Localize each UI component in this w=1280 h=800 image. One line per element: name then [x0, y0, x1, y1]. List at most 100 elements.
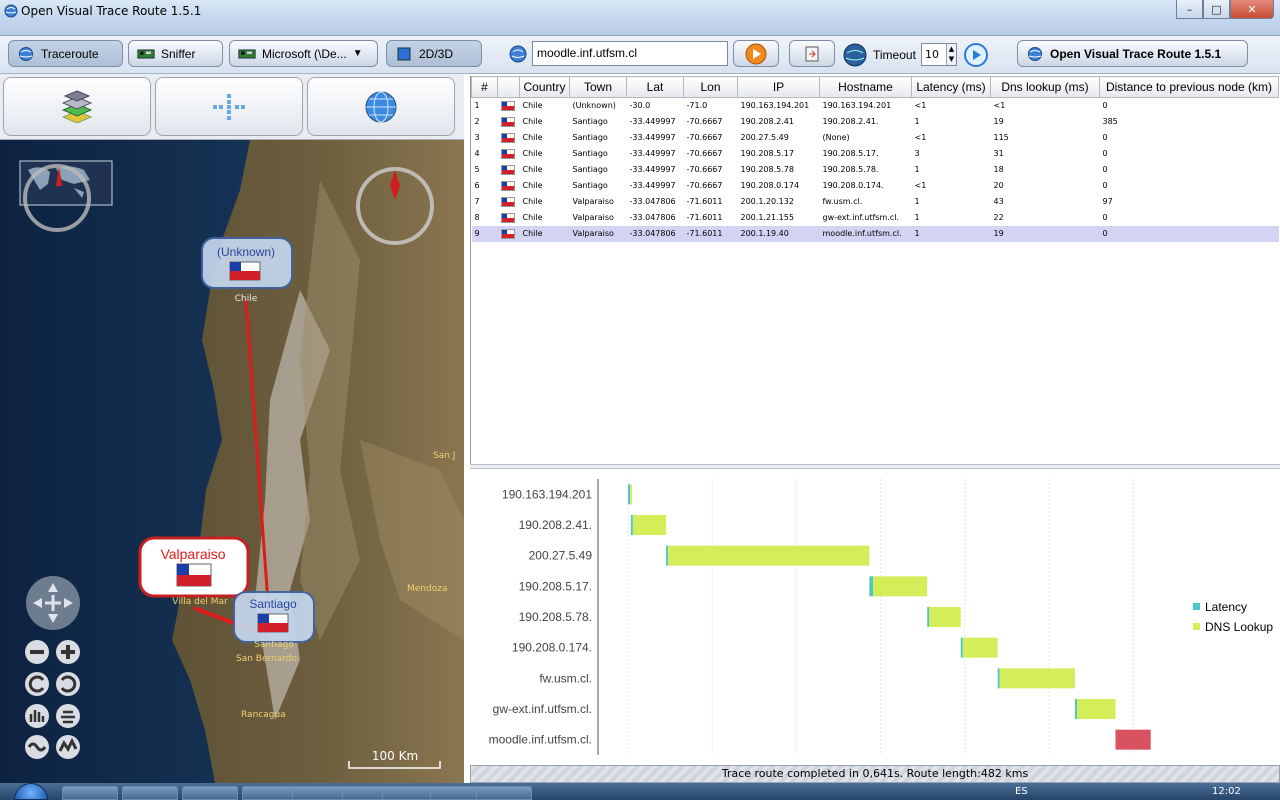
map-canvas[interactable]: (Unknown) Chile Valparaiso Villa del Mar… — [0, 140, 464, 783]
table-cell: 190.208.5.78. — [822, 165, 879, 174]
latency-bar — [628, 484, 630, 505]
legend-swatch-dns — [1193, 623, 1200, 630]
legend-swatch-latency — [1193, 603, 1200, 610]
sniffer-button[interactable]: Sniffer — [128, 40, 223, 67]
compass-icon[interactable] — [356, 167, 434, 245]
table-row[interactable]: 5 Chile Santiago -33.449997 -70.6667 190.208.… — [472, 162, 1279, 178]
taskbar-item-app[interactable] — [292, 786, 348, 800]
tilt-up-icon[interactable] — [25, 704, 49, 728]
table-row[interactable]: 8 Chile Valparaiso -33.047806 -71.6011 200.1.… — [472, 210, 1279, 226]
col-header[interactable]: Distance to previous node (km) — [1099, 76, 1279, 98]
chart-y-labels: 190.163.194.201 190.208.2.41. 200.27.5.49 1… — [489, 487, 593, 746]
dns-bar — [962, 637, 998, 658]
table-cell: 200.27.5.49 — [740, 133, 789, 142]
taskbar-item-chrome[interactable] — [182, 786, 238, 800]
url-input[interactable]: moodle.inf.utfsm.cl — [532, 41, 728, 66]
maximize-button[interactable]: □ — [1203, 0, 1230, 19]
map-node-valparaiso[interactable]: Valparaiso Villa del Mar — [138, 536, 250, 607]
close-button[interactable]: ✕ — [1230, 0, 1274, 19]
table-cell: Santiago — [572, 149, 608, 158]
layers-button[interactable] — [3, 77, 151, 136]
elevation-down-icon[interactable] — [25, 735, 49, 759]
tilt-down-icon[interactable] — [56, 704, 80, 728]
mode-label: 2D/3D — [419, 46, 454, 61]
col-header[interactable]: Hostname — [819, 76, 912, 98]
rotate-right-icon[interactable] — [56, 672, 80, 696]
col-header[interactable]: IP — [737, 76, 820, 98]
map-node-label: (Unknown) — [217, 245, 275, 259]
col-header[interactable]: Dns lookup (ms) — [990, 76, 1100, 98]
satellite-map[interactable]: (Unknown) Chile Valparaiso Villa del Mar… — [0, 140, 464, 783]
table-row[interactable]: 3 Chile Santiago -33.449997 -70.6667 200.27.5… — [472, 130, 1279, 146]
chart-legend: Latency DNS Lookup — [1193, 600, 1273, 634]
table-cell: 19 — [993, 117, 1004, 126]
table-cell: 4 — [474, 149, 480, 158]
latency-bar — [927, 607, 930, 627]
clock[interactable]: 12:02 — [1212, 786, 1241, 797]
col-header[interactable]: # — [471, 76, 498, 98]
col-header[interactable]: Country — [519, 76, 570, 98]
chile-flag-icon — [176, 563, 212, 587]
export-button[interactable] — [789, 40, 835, 67]
mode-2d3d-button[interactable]: 2D/3D — [386, 40, 482, 67]
minimize-button[interactable]: – — [1176, 0, 1203, 19]
table-cell: 0 — [1102, 213, 1108, 222]
table-cell: 1 — [914, 197, 920, 206]
app-globe-icon — [4, 4, 18, 18]
taskbar-item-explorer[interactable] — [62, 786, 118, 800]
col-header[interactable]: Lon — [683, 76, 738, 98]
table-cell: 0 — [1102, 133, 1108, 142]
place-label: Mendoza — [407, 584, 447, 594]
table-row[interactable]: 4 Chile Santiago -33.449997 -70.6667 190.208.… — [472, 146, 1279, 162]
timeout-spinner[interactable]: 10 ▲ ▼ — [921, 43, 957, 66]
interface-value: Microsoft (\De... — [262, 46, 347, 61]
table-row[interactable]: 7 Chile Valparaiso -33.047806 -71.6011 200.1.… — [472, 194, 1279, 210]
table-cell: 0 — [1102, 101, 1108, 111]
about-button[interactable]: Open Visual Trace Route 1.5.1 — [1017, 40, 1248, 67]
overview-map-icon[interactable] — [19, 160, 113, 232]
taskbar-item-pdf[interactable] — [242, 786, 298, 800]
resolve-globe-icon[interactable] — [842, 42, 868, 68]
globe-view-button[interactable] — [307, 77, 455, 136]
start-trace-button[interactable] — [733, 40, 779, 67]
col-header[interactable] — [497, 76, 520, 98]
grid-button[interactable] — [155, 77, 303, 136]
map-node-unknown[interactable]: (Unknown) Chile — [201, 237, 293, 304]
pan-control[interactable] — [26, 576, 80, 630]
taskbar-item-browser[interactable] — [122, 786, 178, 800]
col-header[interactable]: Lat — [626, 76, 684, 98]
latency-bar — [869, 576, 873, 597]
table-cell: <1 — [914, 133, 927, 142]
traceroute-button[interactable]: Traceroute — [8, 40, 123, 67]
network-card-icon — [137, 49, 155, 58]
col-header[interactable]: Town — [569, 76, 627, 98]
table-cell: -33.449997 — [629, 165, 676, 174]
play-blue-icon[interactable] — [962, 42, 990, 68]
latency-chart-panel: 190.163.194.201 190.208.2.41. 200.27.5.49 1… — [470, 469, 1280, 765]
table-row[interactable]: 1 Chile (Unknown) -30.0 -71.0 190.163.194.201… — [472, 98, 1279, 114]
taskbar-item-extra[interactable] — [476, 786, 532, 800]
table-cell: 0 — [1102, 149, 1108, 158]
zoom-out-icon[interactable] — [25, 640, 49, 664]
table-cell: 9 — [471, 225, 498, 242]
table-row[interactable]: 9 Chile Valparaiso -33.047806 -71.6011 200.1.… — [471, 225, 1279, 242]
spinner-arrows-icon[interactable]: ▲ ▼ — [946, 44, 956, 65]
table-cell: <1 — [914, 181, 927, 190]
split-divider[interactable] — [470, 464, 1280, 469]
dns-bar — [1117, 729, 1151, 750]
chevron-down-icon: ▼ — [352, 48, 363, 59]
language-indicator[interactable]: ES — [1015, 786, 1028, 797]
table-row[interactable]: 2 Chile Santiago -33.449997 -70.6667 190.208.… — [472, 114, 1279, 130]
interface-select[interactable]: Microsoft (\De... ▼ — [229, 40, 378, 67]
rotate-left-icon[interactable] — [25, 672, 49, 696]
table-cell: 200.1.21.155 — [740, 213, 794, 222]
sniffer-label: Sniffer — [161, 46, 196, 61]
col-header[interactable]: Latency (ms) — [911, 76, 991, 98]
map-node-santiago[interactable]: Santiago Santiago — [233, 591, 315, 650]
chile-flag-icon — [498, 178, 520, 194]
elevation-up-icon[interactable] — [56, 735, 80, 759]
table-row[interactable]: 6 Chile Santiago -33.449997 -70.6667 190.208.… — [472, 178, 1279, 194]
play-orange-icon — [745, 43, 767, 64]
table-cell: Chile — [522, 165, 543, 174]
zoom-in-icon[interactable] — [56, 640, 80, 664]
